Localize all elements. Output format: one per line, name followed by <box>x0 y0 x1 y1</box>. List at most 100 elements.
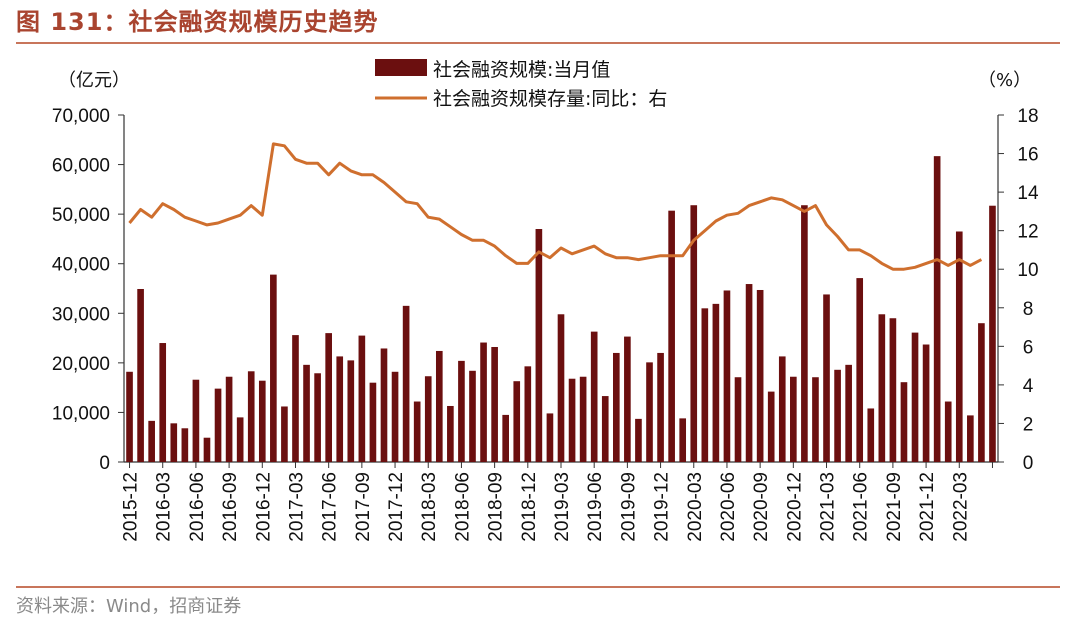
bar <box>801 205 808 462</box>
bar <box>347 360 355 462</box>
right-tick-label: 16 <box>1017 145 1038 166</box>
bar <box>922 344 930 462</box>
x-tick-label: 2019-03 <box>552 472 573 542</box>
bar <box>491 346 498 462</box>
bar <box>236 417 244 462</box>
left-tick-label: 40,000 <box>52 255 110 276</box>
x-tick-label: 2019-06 <box>585 472 606 542</box>
bar <box>192 379 200 462</box>
bar <box>447 405 454 462</box>
bar <box>657 352 664 462</box>
bar <box>790 376 797 462</box>
legend-bar-swatch <box>375 59 427 76</box>
bar <box>358 335 366 462</box>
left-tick-label: 50,000 <box>52 205 110 226</box>
bar <box>502 414 510 462</box>
bar <box>413 401 421 462</box>
bar <box>225 376 233 462</box>
bar <box>458 360 465 462</box>
bar <box>701 308 709 462</box>
bar <box>568 378 576 462</box>
bar <box>612 352 620 462</box>
x-tick-label: 2021-03 <box>818 472 839 542</box>
bar <box>845 364 852 462</box>
bar <box>203 437 211 462</box>
right-tick-label: 4 <box>1023 376 1034 397</box>
bar <box>336 356 344 462</box>
x-tick-label: 2018-12 <box>519 472 540 542</box>
bar <box>480 342 487 462</box>
bar <box>723 290 731 462</box>
x-tick-label: 2020-06 <box>718 472 739 542</box>
bar <box>878 314 886 462</box>
bar <box>889 318 897 462</box>
bar <box>281 406 288 462</box>
bar <box>579 376 587 462</box>
bar <box>590 331 598 462</box>
left-tick-label: 70,000 <box>52 106 110 127</box>
x-tick-label: 2016-12 <box>253 472 274 542</box>
bar <box>989 205 996 463</box>
bar <box>967 415 974 462</box>
bar <box>469 370 476 462</box>
source-note: 资料来源：Wind，招商证券 <box>16 596 242 617</box>
x-tick-label: 2020-09 <box>751 472 772 542</box>
bar <box>900 382 908 462</box>
x-tick-label: 2017-12 <box>386 472 407 542</box>
x-tick-label: 2016-06 <box>187 472 208 542</box>
x-tick-label: 2021-06 <box>851 472 872 542</box>
x-tick-label: 2017-06 <box>320 472 341 542</box>
bar <box>214 388 222 462</box>
bar <box>712 303 720 462</box>
x-tick-label: 2020-12 <box>784 472 805 542</box>
bar <box>635 418 642 462</box>
left-tick-label: 10,000 <box>52 403 110 424</box>
bar <box>435 350 443 462</box>
bar <box>314 373 321 462</box>
x-tick-label: 2018-06 <box>452 472 473 542</box>
left-tick-label: 60,000 <box>52 156 110 177</box>
x-tick-label: 2018-09 <box>486 472 507 542</box>
bar <box>557 314 565 462</box>
bar <box>170 423 178 462</box>
x-tick-label: 2019-09 <box>618 472 639 542</box>
x-tick-label: 2015-12 <box>121 472 142 542</box>
left-tick-label: 30,000 <box>52 304 110 325</box>
bar <box>734 377 742 462</box>
right-tick-label: 8 <box>1023 299 1034 320</box>
right-tick-label: 14 <box>1017 183 1039 204</box>
right-tick-label: 0 <box>1023 453 1034 474</box>
bar <box>812 377 819 462</box>
bar <box>911 332 919 462</box>
bar <box>823 294 830 462</box>
right-unit-label: （%） <box>978 70 1031 91</box>
bar <box>535 229 543 462</box>
bar <box>867 408 875 462</box>
left-tick-label: 0 <box>99 453 110 474</box>
x-tick-label: 2018-03 <box>419 472 440 542</box>
bar <box>303 364 310 462</box>
bar <box>767 391 775 462</box>
legend-bar-label: 社会融资规模:当月值 <box>433 59 610 81</box>
left-tick-label: 20,000 <box>52 354 110 375</box>
bar <box>756 289 764 462</box>
bar <box>181 428 189 462</box>
bar <box>325 333 332 462</box>
bar <box>270 274 277 462</box>
bar <box>778 356 786 462</box>
bar <box>247 371 255 462</box>
bar <box>126 371 133 462</box>
bar <box>668 210 675 462</box>
right-tick-label: 12 <box>1017 222 1038 243</box>
x-tick-label: 2017-09 <box>353 472 374 542</box>
bar <box>159 343 167 462</box>
footer-divider <box>16 586 1060 588</box>
right-tick-label: 18 <box>1017 106 1038 127</box>
x-tick-label: 2016-03 <box>154 472 175 542</box>
x-tick-label: 2017-03 <box>287 472 308 542</box>
bar <box>955 231 963 462</box>
x-tick-label: 2022-03 <box>950 472 971 542</box>
right-tick-label: 6 <box>1023 337 1034 358</box>
bar <box>978 323 985 462</box>
